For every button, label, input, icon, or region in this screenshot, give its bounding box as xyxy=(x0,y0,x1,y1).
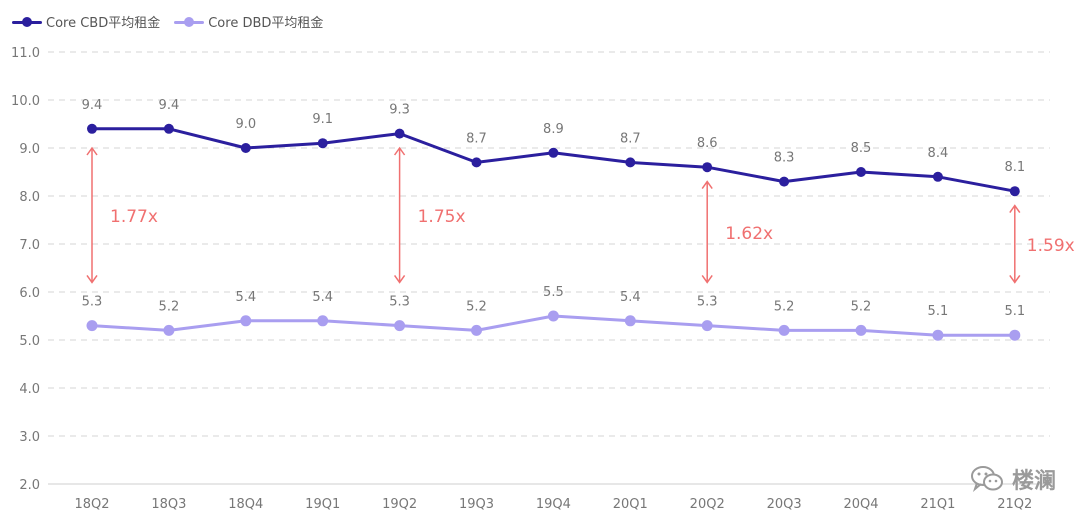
watermark-text: 楼澜 xyxy=(1011,469,1056,494)
annotation-arrowhead xyxy=(86,146,98,156)
annotation-label: 1.77x xyxy=(110,207,158,227)
x-tick-label: 18Q4 xyxy=(228,497,263,512)
data-label: 9.0 xyxy=(235,117,256,132)
data-point xyxy=(1009,186,1020,197)
data-point xyxy=(1009,329,1021,341)
data-label: 8.7 xyxy=(466,131,487,146)
data-label: 8.1 xyxy=(1004,160,1025,175)
x-tick-label: 18Q2 xyxy=(74,497,109,512)
y-tick-label: 5.0 xyxy=(19,334,40,349)
data-label: 5.5 xyxy=(543,285,564,300)
annotation-arrowhead xyxy=(701,274,713,284)
data-point xyxy=(317,315,329,327)
y-tick-label: 2.0 xyxy=(19,478,40,493)
x-tick-label: 19Q3 xyxy=(459,497,494,512)
annotation-arrowhead xyxy=(86,274,98,284)
annotation-arrowhead xyxy=(701,180,713,190)
series-line-0 xyxy=(92,127,1016,193)
annotation-arrowhead xyxy=(1009,204,1021,214)
y-tick-label: 11.0 xyxy=(11,46,40,61)
data-label: 5.2 xyxy=(159,299,180,314)
annotation-arrowhead xyxy=(393,146,406,156)
data-point xyxy=(394,320,406,332)
data-label: 8.4 xyxy=(928,146,949,161)
annotation-label: 1.59x xyxy=(1027,236,1075,256)
wechat-icon xyxy=(970,466,1003,493)
annotation-label: 1.75x xyxy=(418,207,466,227)
data-point xyxy=(163,123,174,134)
data-label: 8.6 xyxy=(697,136,718,151)
x-tick-label: 20Q2 xyxy=(690,497,725,512)
y-tick-label: 9.0 xyxy=(19,142,40,157)
x-tick-label: 20Q1 xyxy=(613,497,648,512)
data-point xyxy=(163,324,175,336)
data-label: 8.3 xyxy=(774,151,795,166)
data-label: 9.3 xyxy=(389,103,410,118)
data-point xyxy=(317,138,328,149)
data-label: 5.2 xyxy=(466,299,487,314)
data-label: 9.4 xyxy=(82,98,103,113)
data-label: 5.4 xyxy=(235,290,256,305)
legend-item-cbd: Core CBD平均租金 xyxy=(12,12,160,31)
data-point xyxy=(547,310,559,322)
data-point xyxy=(701,320,713,332)
data-point xyxy=(624,315,636,327)
data-point xyxy=(855,324,867,336)
data-point xyxy=(240,315,252,327)
data-point xyxy=(86,320,98,332)
data-point xyxy=(932,171,943,182)
y-tick-label: 10.0 xyxy=(11,94,40,109)
x-tick-label: 19Q2 xyxy=(382,497,417,512)
y-tick-label: 6.0 xyxy=(19,286,40,301)
legend-marker-cbd xyxy=(12,16,42,28)
watermark: 楼澜 xyxy=(970,463,1056,495)
annotation-arrowhead xyxy=(393,274,406,284)
data-label: 8.9 xyxy=(543,122,564,137)
data-point xyxy=(87,123,97,134)
data-point xyxy=(779,176,790,187)
y-tick-label: 3.0 xyxy=(19,430,40,445)
data-point xyxy=(932,329,944,341)
data-label: 5.3 xyxy=(389,295,410,310)
data-point xyxy=(702,162,713,173)
data-label: 5.1 xyxy=(1004,304,1025,319)
data-label: 8.7 xyxy=(620,131,641,146)
data-point xyxy=(778,324,790,336)
x-tick-label: 19Q4 xyxy=(536,497,571,512)
data-point xyxy=(856,167,866,177)
annotation-label: 1.62x xyxy=(725,224,773,244)
data-point xyxy=(394,128,405,139)
legend-label-dbd: Core DBD平均租金 xyxy=(208,16,324,31)
data-label: 9.1 xyxy=(312,112,333,127)
data-label: 5.3 xyxy=(82,295,103,310)
annotation-arrowhead xyxy=(1009,274,1021,284)
data-label: 9.4 xyxy=(159,98,180,113)
data-label: 8.5 xyxy=(851,141,872,156)
y-tick-label: 8.0 xyxy=(19,190,40,205)
legend-item-dbd: Core DBD平均租金 xyxy=(174,12,323,31)
legend-label-cbd: Core CBD平均租金 xyxy=(46,16,161,31)
legend-marker-dbd xyxy=(174,16,205,28)
data-label: 5.1 xyxy=(928,304,949,319)
data-label: 5.3 xyxy=(697,295,718,310)
data-point xyxy=(548,147,559,158)
y-tick-label: 7.0 xyxy=(19,238,40,253)
data-point xyxy=(471,324,482,336)
data-label: 5.4 xyxy=(312,290,333,305)
data-label: 5.4 xyxy=(620,290,641,305)
x-tick-label: 20Q3 xyxy=(767,497,802,512)
data-label: 5.2 xyxy=(774,299,795,314)
data-point xyxy=(625,157,636,168)
data-point xyxy=(240,143,251,153)
x-tick-label: 18Q3 xyxy=(151,497,186,512)
x-tick-label: 20Q4 xyxy=(843,497,878,512)
y-tick-label: 4.0 xyxy=(19,382,40,397)
x-tick-label: 21Q2 xyxy=(997,497,1032,512)
data-label: 5.2 xyxy=(851,299,872,314)
legend: Core CBD平均租金 Core DBD平均租金 xyxy=(12,12,323,31)
data-point xyxy=(471,157,482,168)
x-tick-label: 19Q1 xyxy=(305,497,340,512)
x-tick-label: 21Q1 xyxy=(920,497,955,512)
